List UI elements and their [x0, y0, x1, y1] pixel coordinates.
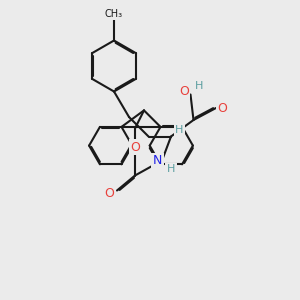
Text: N: N: [153, 154, 162, 167]
Text: O: O: [130, 141, 140, 154]
Text: CH₃: CH₃: [105, 9, 123, 19]
Text: H: H: [195, 80, 203, 91]
Text: H: H: [175, 125, 184, 135]
Text: H: H: [167, 164, 175, 174]
Text: O: O: [179, 85, 189, 98]
Text: O: O: [105, 187, 114, 200]
Text: O: O: [218, 101, 227, 115]
